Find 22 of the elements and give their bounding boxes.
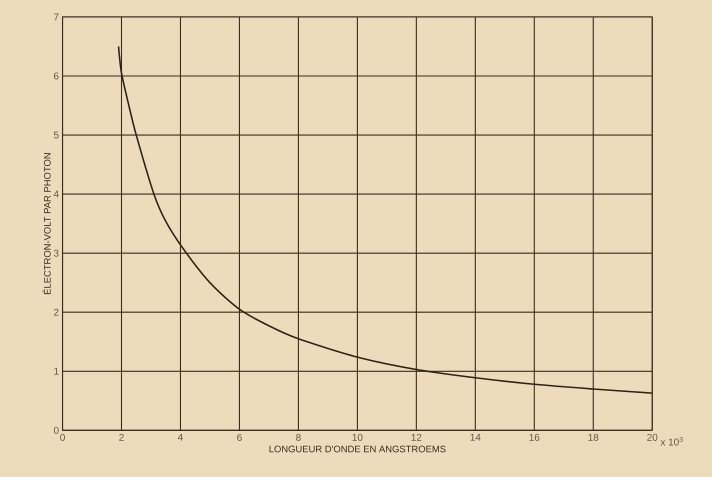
y-tick-label: 1 [54,368,59,375]
y-tick-label: 5 [54,132,59,138]
x-tick-label: 2 [119,434,124,441]
y-tick-label: 2 [54,308,59,316]
x-tick-label: 6 [237,434,242,441]
y-tick-label: 6 [54,72,59,80]
x-tick-label: 14 [470,434,481,441]
x-tick-label: 12 [412,434,422,441]
x-axis-title: LONGUEUR D'ONDE EN ANGSTROEMS [270,446,446,452]
text: x 10$^{3}$ [660,436,683,446]
x-tick-label: 20 [647,434,658,441]
y-tick-label: 7 [54,13,59,20]
y-axis-title: ÉLECTRON-VOLT PAR PHOTON [42,153,51,294]
y-tick-label: 0 [54,426,59,434]
x-tick-label: 4 [178,434,183,441]
x-tick-label: 16 [530,434,540,441]
x-tick-label: 18 [588,434,598,441]
x-tick-label: 10 [352,434,363,441]
x-tick-label: 8 [296,434,301,441]
x-tick-label: 0 [60,434,65,441]
y-tick-label: 3 [54,250,59,257]
y-tick-label: 4 [54,190,59,198]
